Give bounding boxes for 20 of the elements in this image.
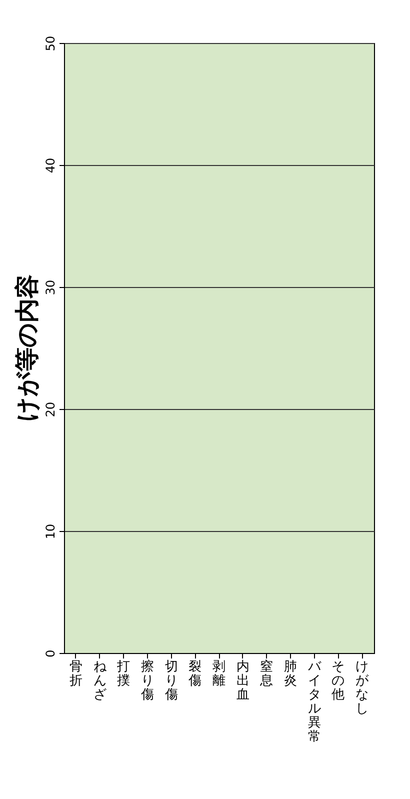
x-tick-label: 裂傷	[188, 660, 202, 688]
x-tick-label: 肺炎	[284, 660, 298, 688]
x-tick-label: 擦り傷	[140, 660, 154, 702]
x-tick-label: 窒息	[259, 658, 274, 688]
x-tick-label: 骨折	[69, 660, 82, 688]
x-tick-label: 切り傷	[164, 660, 178, 702]
x-tick-label: バイタル異常	[306, 660, 322, 744]
x-tick-label: 剥離	[212, 660, 226, 688]
x-tick-label: 内出血	[236, 660, 250, 702]
y-tick-label: 20	[44, 402, 58, 418]
x-tick-label: けがなし	[356, 660, 370, 716]
x-tick-label: その他	[332, 660, 345, 702]
y-tick-label: 30	[44, 280, 58, 296]
y-tick-label: 40	[44, 158, 58, 174]
y-tick-label: 10	[44, 524, 58, 540]
y-tick-label: 0	[44, 650, 58, 658]
x-tick-label: ねんざ	[93, 660, 108, 702]
y-tick-label: 50	[44, 36, 58, 52]
x-tick-label: 打撲	[116, 660, 130, 688]
text: けが等の内容	[13, 274, 41, 422]
